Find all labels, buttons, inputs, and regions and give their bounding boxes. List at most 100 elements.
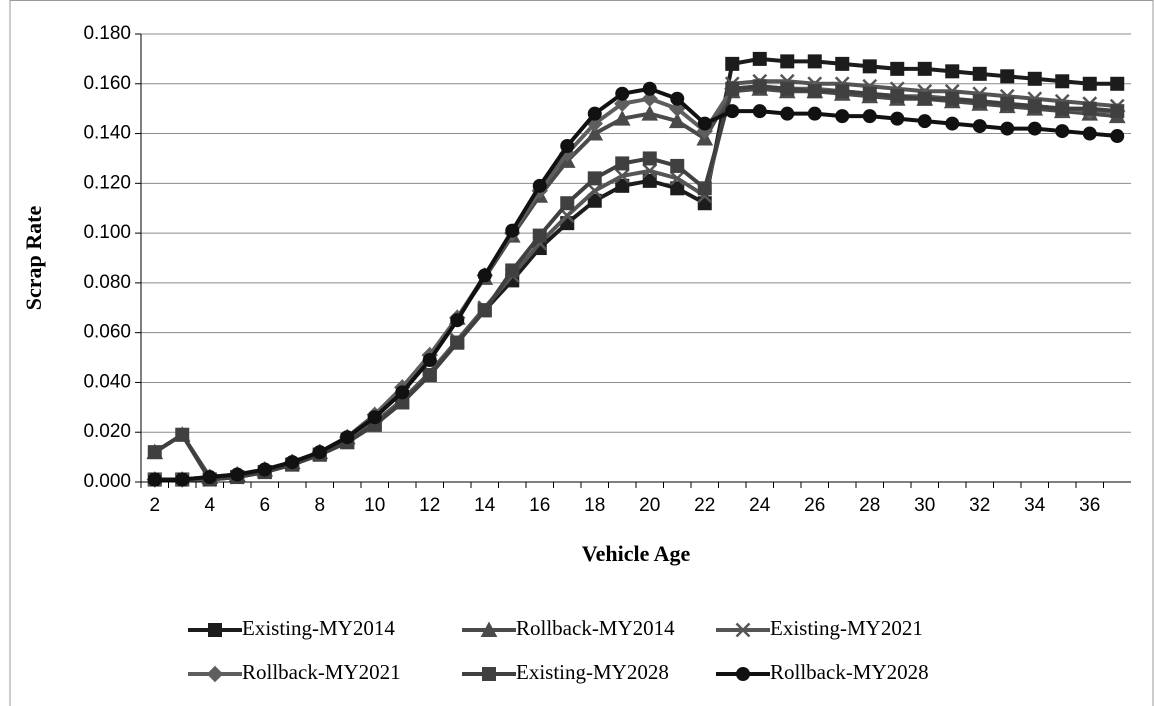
marker xyxy=(422,353,437,368)
marker xyxy=(642,151,657,166)
x-tick-label: 4 xyxy=(204,495,215,516)
marker xyxy=(669,100,686,117)
marker xyxy=(735,622,751,638)
marker xyxy=(1027,99,1042,114)
y-axis-title: Scrap Rate xyxy=(21,206,46,311)
marker xyxy=(202,470,217,485)
marker xyxy=(669,170,685,186)
marker xyxy=(835,84,850,99)
marker xyxy=(615,156,630,171)
marker xyxy=(586,124,604,141)
x-tick-label: 36 xyxy=(1079,495,1100,516)
marker xyxy=(641,105,659,121)
x-tick-label: 26 xyxy=(804,495,825,516)
marker xyxy=(945,64,960,79)
marker xyxy=(917,114,932,129)
marker xyxy=(1055,101,1070,116)
marker xyxy=(450,313,465,328)
series-line xyxy=(154,86,1118,482)
marker xyxy=(670,181,685,196)
y-tick-label: 0.160 xyxy=(83,73,131,94)
marker xyxy=(862,86,877,101)
chart-border xyxy=(9,0,1154,706)
marker xyxy=(890,61,905,76)
marker xyxy=(480,621,498,637)
marker xyxy=(147,472,162,487)
x-tick-label: 16 xyxy=(529,495,550,516)
marker xyxy=(230,467,245,482)
marker xyxy=(642,173,657,188)
legend-label: Rollback-MY2021 xyxy=(242,660,401,684)
marker xyxy=(587,171,602,186)
x-tick-label: 8 xyxy=(314,495,325,516)
y-tick-label: 0.180 xyxy=(83,23,131,44)
marker xyxy=(1110,104,1125,119)
marker xyxy=(670,158,685,173)
marker xyxy=(668,112,686,129)
x-tick-label: 24 xyxy=(749,495,771,516)
marker xyxy=(862,59,877,74)
marker xyxy=(972,66,987,81)
marker xyxy=(1110,129,1125,144)
marker xyxy=(175,472,190,487)
series-line xyxy=(154,79,1118,482)
y-tick-label: 0.100 xyxy=(83,222,131,243)
series-line xyxy=(154,56,1118,482)
marker xyxy=(807,54,822,69)
marker xyxy=(917,91,932,106)
marker xyxy=(1055,124,1070,139)
marker xyxy=(1027,121,1042,136)
marker xyxy=(422,367,437,382)
marker xyxy=(1082,126,1097,141)
marker xyxy=(807,84,822,99)
y-tick-label: 0.080 xyxy=(83,272,131,293)
x-tick-label: 34 xyxy=(1024,495,1046,516)
marker xyxy=(670,91,685,106)
marker xyxy=(1000,96,1015,111)
marker xyxy=(1000,121,1015,136)
y-tick-label: 0.020 xyxy=(83,421,131,442)
marker xyxy=(312,445,327,460)
marker xyxy=(285,455,300,470)
marker xyxy=(1082,101,1097,116)
x-tick-label: 12 xyxy=(419,495,440,516)
marker xyxy=(1027,71,1042,86)
marker xyxy=(175,427,190,442)
marker xyxy=(208,623,222,637)
marker xyxy=(780,106,795,121)
marker xyxy=(1000,69,1015,84)
marker xyxy=(945,116,960,131)
marker xyxy=(780,54,795,69)
marker xyxy=(725,56,740,71)
marker xyxy=(972,119,987,134)
marker xyxy=(1110,76,1125,91)
x-tick-label: 28 xyxy=(859,495,880,516)
marker xyxy=(340,430,355,445)
marker xyxy=(972,94,987,109)
legend-label: Existing-MY2021 xyxy=(770,616,923,640)
x-tick-label: 6 xyxy=(259,495,270,516)
marker xyxy=(587,106,602,121)
legend-label: Rollback-MY2014 xyxy=(516,616,675,640)
x-tick-label: 32 xyxy=(969,495,990,516)
marker xyxy=(505,263,520,278)
marker xyxy=(752,51,767,66)
marker xyxy=(532,228,547,243)
marker xyxy=(780,81,795,96)
marker xyxy=(736,667,750,681)
marker xyxy=(890,89,905,104)
marker xyxy=(147,445,162,460)
marker xyxy=(807,106,822,121)
marker xyxy=(614,95,631,112)
marker xyxy=(395,385,410,400)
marker xyxy=(477,268,492,283)
marker xyxy=(890,111,905,126)
marker xyxy=(615,86,630,101)
marker xyxy=(945,91,960,106)
marker xyxy=(367,410,382,425)
x-tick-label: 30 xyxy=(914,495,935,516)
marker xyxy=(697,181,712,196)
marker xyxy=(1055,74,1070,89)
marker xyxy=(641,90,658,107)
x-axis-title: Vehicle Age xyxy=(582,541,691,566)
